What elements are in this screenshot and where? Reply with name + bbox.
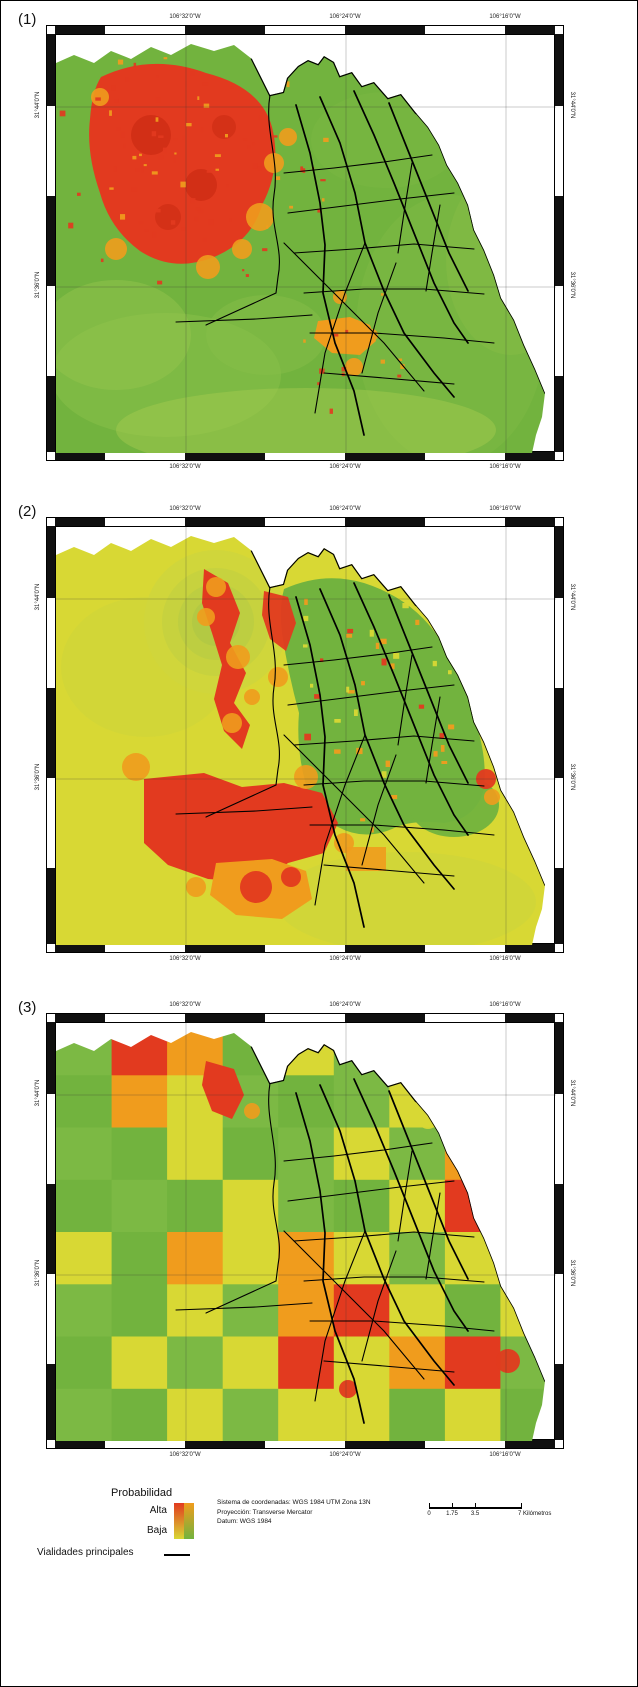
coord-bottom-0: 106°32'0"W [169,1452,201,1458]
scale-label-1: 1.75 [446,1511,458,1517]
graticule-band-right [554,1022,563,1440]
coord-right-0: 31°44'0"N [569,1079,575,1107]
coord-bottom-1: 106°24'0"W [329,1452,361,1458]
coord-top-1: 106°24'0"W [329,506,361,512]
coord-bottom-2: 106°16'0"W [489,464,521,470]
graticule-band-top [55,1014,555,1023]
legend-title: Probabilidad [111,1487,173,1499]
ramp-col-right [184,1503,194,1539]
coord-top-1: 106°24'0"W [329,1002,361,1008]
coord-top-0: 106°32'0"W [169,14,201,20]
coord-left-1: 31°36'0"N [35,763,41,791]
graticule-band-left [47,34,56,452]
probability-map-1 [56,35,556,453]
scale-bar: 0 1.75 3.5 7 Kilómetros [427,1503,564,1521]
coord-bottom-2: 106°16'0"W [489,1452,521,1458]
coord-right-1: 31°36'0"N [569,271,575,299]
panel-1: (1) 106°32'0"W 106°24'0"W 106°16'0"W 106… [18,11,575,470]
graticule-band-top [55,518,555,527]
coord-bottom-2: 106°16'0"W [489,956,521,962]
panel-2-number: (2) [18,503,37,520]
coord-top-2: 106°16'0"W [489,506,521,512]
probability-map-2 [56,527,556,945]
ramp-col-left [174,1503,184,1539]
scale-tick [521,1503,522,1509]
coord-left-0: 31°44'0"N [35,583,41,611]
datum-line: Datum: WGS 1984 [217,1518,272,1525]
coord-bottom-1: 106°24'0"W [329,464,361,470]
coord-top-2: 106°16'0"W [489,14,521,20]
legend-low-label: Baja [146,1525,167,1536]
scale-label-3: 7 Kilómetros [518,1511,552,1517]
panel-3: (3) 106°32'0"W 106°24'0"W 106°16'0"W 106… [18,999,575,1458]
coord-bottom-0: 106°32'0"W [169,956,201,962]
coord-left-1: 31°36'0"N [35,271,41,299]
coord-right-1: 31°36'0"N [569,1259,575,1287]
coord-top-0: 106°32'0"W [169,1002,201,1008]
coord-left-0: 31°44'0"N [35,91,41,119]
coord-bottom-0: 106°32'0"W [169,464,201,470]
coord-top-2: 106°16'0"W [489,1002,521,1008]
coord-top-0: 106°32'0"W [169,506,201,512]
legend-roads-label: Vialidades principales [37,1547,134,1558]
scale-label-0: 0 [427,1511,431,1517]
scale-label-2: 3.5 [470,1511,480,1517]
panel-2: (2) 106°32'0"W 106°24'0"W 106°16'0"W 106… [18,503,575,962]
panel-1-number: (1) [18,11,37,28]
legend-high-label: Alta [149,1505,167,1516]
panel-1-frame [46,25,564,461]
panel-3-frame [46,1013,564,1449]
scale-tick [429,1503,430,1509]
probability-map-3 [56,1023,556,1441]
legend-color-ramp [174,1503,194,1539]
coord-left-0: 31°44'0"N [35,1079,41,1107]
projection-line: Proyección: Transverse Mercator [217,1508,313,1516]
coord-right-1: 31°36'0"N [569,763,575,791]
graticule-band-right [554,34,563,452]
scale-tick [475,1503,476,1509]
graticule-band-left [47,1022,56,1440]
panel-3-number: (3) [18,999,37,1016]
graticule-band-left [47,526,56,944]
graticule-band-top [55,26,555,35]
scale-tick [452,1503,453,1509]
panel-2-frame [46,517,564,953]
coord-right-0: 31°44'0"N [569,583,575,611]
coord-left-1: 31°36'0"N [35,1259,41,1287]
coord-right-0: 31°44'0"N [569,91,575,119]
legend-road-line-symbol [164,1554,190,1556]
crs-line: Sistema de coordenadas: WGS 1984 UTM Zon… [217,1499,371,1506]
map-metadata: Sistema de coordenadas: WGS 1984 UTM Zon… [217,1498,371,1527]
graticule-band-right [554,526,563,944]
coord-bottom-1: 106°24'0"W [329,956,361,962]
coord-top-1: 106°24'0"W [329,14,361,20]
